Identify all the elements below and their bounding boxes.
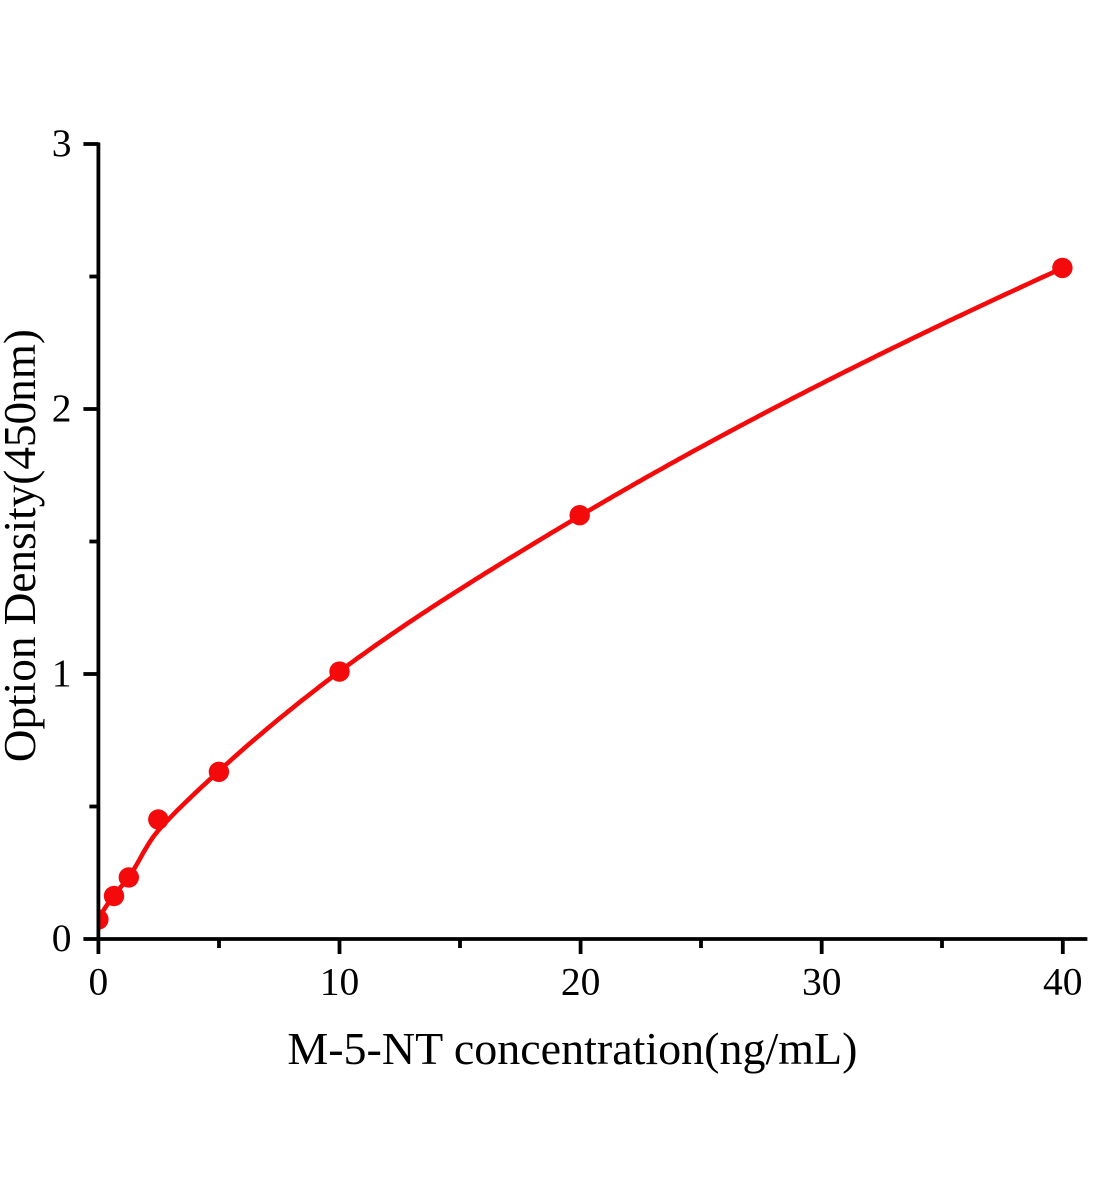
svg-text:10: 10 — [320, 960, 360, 1004]
svg-text:2: 2 — [52, 386, 72, 430]
svg-text:3: 3 — [52, 121, 72, 165]
svg-text:Option Density(450nm): Option Density(450nm) — [0, 329, 45, 762]
svg-text:30: 30 — [802, 960, 842, 1004]
svg-text:0: 0 — [52, 916, 72, 960]
svg-text:20: 20 — [561, 960, 601, 1004]
svg-text:0: 0 — [89, 960, 109, 1004]
svg-text:40: 40 — [1043, 960, 1083, 1004]
svg-text:1: 1 — [52, 651, 72, 695]
svg-text:M-5-NT concentration(ng/mL): M-5-NT concentration(ng/mL) — [287, 1023, 857, 1074]
